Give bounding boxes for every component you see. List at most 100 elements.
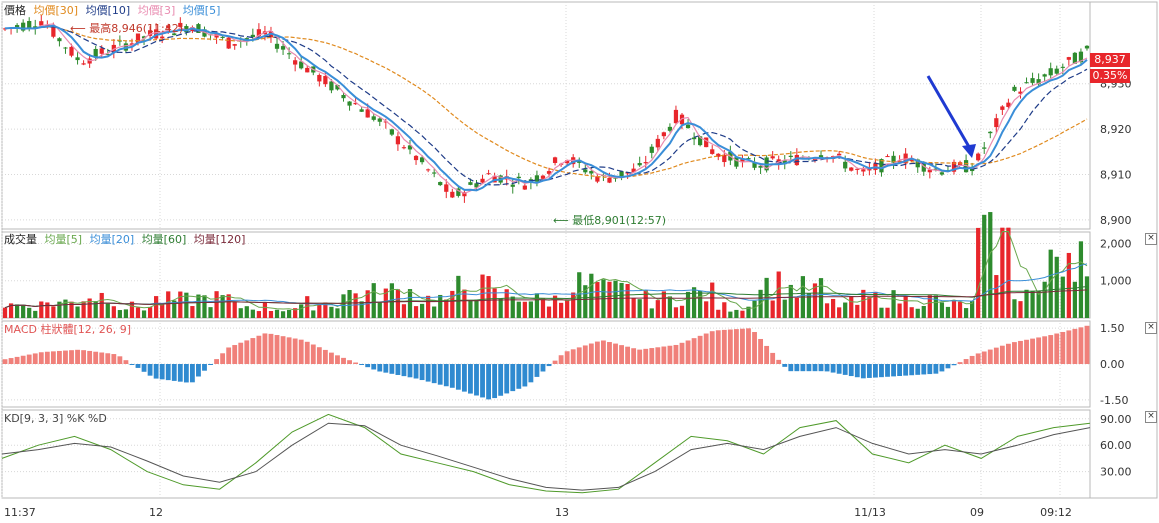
candle-body bbox=[722, 154, 727, 163]
macd-close-icon[interactable]: × bbox=[1145, 322, 1157, 334]
candle-body bbox=[583, 169, 588, 173]
candle-body bbox=[220, 36, 225, 38]
macd-bar bbox=[679, 342, 685, 364]
candle-body bbox=[716, 153, 721, 157]
macd-bar bbox=[341, 357, 346, 364]
macd-bar bbox=[504, 364, 510, 394]
volume-bar bbox=[335, 308, 340, 318]
macd-bar bbox=[619, 345, 624, 364]
volume-bar bbox=[39, 301, 44, 318]
legend-price: 價格 bbox=[4, 4, 26, 17]
macd-y-tick: -1.50 bbox=[1100, 394, 1128, 407]
candle-body bbox=[256, 29, 262, 37]
macd-bar bbox=[685, 340, 691, 364]
candle-body bbox=[752, 162, 757, 168]
volume-bar bbox=[413, 306, 419, 318]
volume-bar bbox=[407, 289, 413, 318]
volume-bar bbox=[33, 310, 38, 318]
candle-body bbox=[438, 182, 443, 186]
volume-bar bbox=[323, 302, 328, 318]
macd-bar bbox=[486, 364, 491, 400]
candle-body bbox=[419, 157, 425, 163]
macd-bar bbox=[244, 340, 250, 364]
candle-body bbox=[27, 21, 32, 29]
macd-bar bbox=[1024, 339, 1029, 364]
volume-bar bbox=[571, 292, 576, 318]
candle-body bbox=[1000, 106, 1005, 110]
macd-bar bbox=[226, 347, 232, 364]
volume-bar bbox=[734, 309, 739, 318]
volume-bar bbox=[685, 291, 691, 318]
candle-body bbox=[232, 44, 237, 46]
volume-bar bbox=[299, 304, 304, 318]
candle-body bbox=[335, 84, 340, 90]
macd-bar bbox=[715, 330, 721, 364]
macd-bar bbox=[407, 364, 413, 378]
candle-body bbox=[462, 192, 467, 197]
kd-close-icon[interactable]: × bbox=[1145, 411, 1157, 423]
high-annotation: ⟵ 最高8,946(11:42) bbox=[70, 21, 183, 35]
volume-bar bbox=[317, 304, 322, 318]
macd-bar bbox=[764, 345, 770, 364]
volume-bar bbox=[359, 301, 364, 318]
candle-body bbox=[39, 21, 44, 26]
macd-bar bbox=[2, 359, 8, 364]
candle-body bbox=[631, 168, 636, 173]
macd-bar bbox=[365, 364, 371, 368]
macd-bar bbox=[449, 364, 455, 388]
volume-bar bbox=[510, 296, 515, 318]
macd-bar bbox=[818, 364, 824, 372]
candle-body bbox=[226, 37, 231, 49]
candle-body bbox=[371, 116, 376, 120]
macd-bar bbox=[32, 353, 38, 364]
candle-body bbox=[456, 188, 461, 196]
legend-vol120: 均量[120] bbox=[193, 233, 246, 246]
macd-bar bbox=[310, 344, 316, 364]
volume-bar bbox=[468, 300, 473, 318]
candle-body bbox=[849, 167, 854, 171]
volume-bar bbox=[691, 287, 697, 318]
macd-bar bbox=[637, 349, 643, 364]
x-tick-label: 13 bbox=[555, 506, 569, 519]
volume-close-icon[interactable]: × bbox=[1145, 233, 1157, 245]
macd-bar bbox=[842, 364, 848, 375]
volume-bar bbox=[8, 303, 14, 318]
volume-bar bbox=[788, 284, 793, 318]
candle-body bbox=[976, 153, 981, 161]
kd-d-line bbox=[1, 422, 1091, 491]
candle-body bbox=[782, 160, 787, 165]
candle-body bbox=[837, 153, 842, 156]
macd-bar bbox=[1042, 336, 1048, 364]
volume-bar bbox=[970, 300, 975, 318]
macd-bar bbox=[667, 345, 673, 364]
macd-bar bbox=[800, 364, 806, 372]
volume-bar bbox=[667, 296, 673, 318]
candle-body bbox=[746, 158, 751, 160]
candle-body bbox=[1042, 74, 1047, 77]
volume-bar bbox=[921, 305, 926, 318]
macd-bar bbox=[196, 364, 201, 377]
macd-bar bbox=[425, 364, 431, 382]
volume-bar bbox=[371, 283, 376, 318]
macd-bar bbox=[461, 364, 467, 392]
ma30-line bbox=[4, 26, 1088, 179]
volume-bar bbox=[395, 289, 401, 318]
macd-bar bbox=[703, 333, 709, 364]
volume-bar bbox=[305, 296, 310, 318]
macd-bar bbox=[8, 358, 14, 364]
volume-bar bbox=[438, 294, 443, 318]
volume-bar bbox=[1072, 281, 1078, 318]
volume-bar bbox=[728, 311, 733, 318]
volume-bar bbox=[552, 295, 558, 318]
candle-body bbox=[565, 160, 570, 164]
candle-body bbox=[818, 155, 824, 159]
volume-bar bbox=[963, 308, 969, 318]
volume-bar bbox=[480, 274, 485, 318]
volume-bar bbox=[939, 302, 945, 318]
macd-bar bbox=[655, 347, 661, 364]
macd-bar bbox=[44, 351, 50, 364]
candle-body bbox=[395, 136, 401, 145]
volume-bar bbox=[184, 292, 189, 318]
volume-bar bbox=[516, 301, 521, 318]
macd-bar bbox=[171, 364, 177, 381]
